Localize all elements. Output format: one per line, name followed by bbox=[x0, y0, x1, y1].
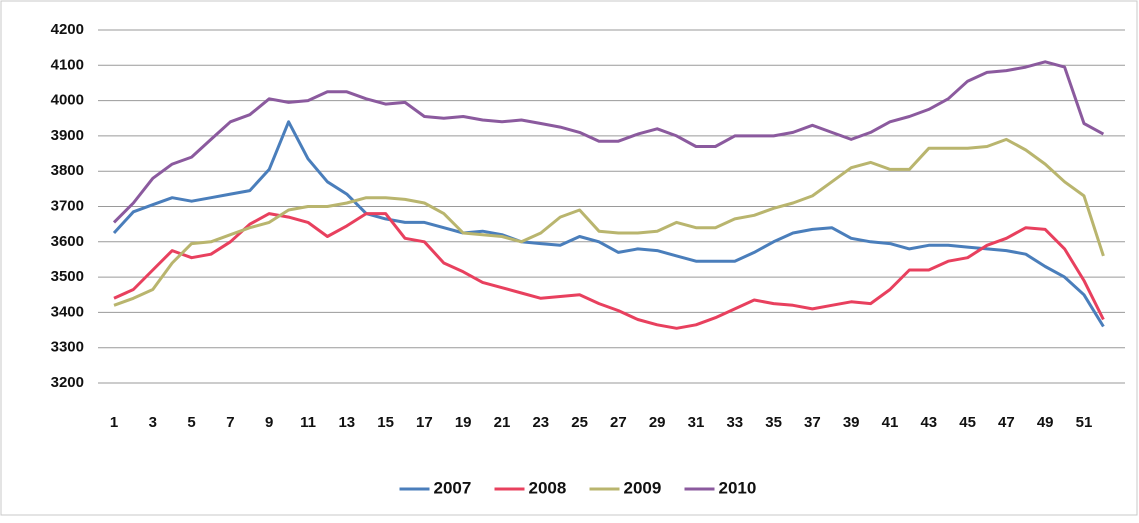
x-tick-label: 31 bbox=[688, 414, 705, 431]
x-tick-label: 25 bbox=[571, 414, 588, 431]
x-tick-label: 27 bbox=[610, 414, 627, 431]
y-tick-label: 4100 bbox=[51, 56, 84, 73]
y-tick-label: 3600 bbox=[51, 233, 84, 250]
x-tick-label: 9 bbox=[265, 414, 273, 431]
y-tick-label: 3200 bbox=[51, 374, 84, 391]
series-line bbox=[112, 120, 1105, 328]
series-line bbox=[112, 60, 1105, 224]
x-tick-label: 39 bbox=[843, 414, 860, 431]
x-tick-label: 1 bbox=[110, 414, 118, 431]
y-tick-label: 3500 bbox=[51, 268, 84, 285]
x-tick-label: 15 bbox=[377, 414, 394, 431]
y-tick-label: 3400 bbox=[51, 303, 84, 320]
x-tick-label: 7 bbox=[226, 414, 234, 431]
x-tick-label: 21 bbox=[494, 414, 511, 431]
x-tick-label: 47 bbox=[998, 414, 1015, 431]
legend-label: 2009 bbox=[624, 478, 662, 497]
series-line bbox=[113, 137, 1105, 307]
y-tick-label: 4000 bbox=[51, 92, 84, 109]
x-tick-label: 29 bbox=[649, 414, 666, 431]
x-tick-label: 33 bbox=[726, 414, 743, 431]
x-tick-label: 13 bbox=[338, 414, 355, 431]
x-tick-label: 19 bbox=[455, 414, 472, 431]
x-tick-label: 17 bbox=[416, 414, 433, 431]
y-tick-label: 3300 bbox=[51, 339, 84, 356]
y-tick-label: 3800 bbox=[51, 162, 84, 179]
legend-label: 2007 bbox=[434, 478, 472, 497]
x-tick-label: 51 bbox=[1076, 414, 1093, 431]
x-tick-label: 37 bbox=[804, 414, 821, 431]
y-tick-label: 4200 bbox=[51, 21, 84, 38]
x-tick-label: 11 bbox=[300, 414, 316, 431]
x-tick-label: 45 bbox=[959, 414, 976, 431]
x-tick-label: 3 bbox=[149, 414, 157, 431]
x-tick-label: 5 bbox=[187, 414, 195, 431]
x-tick-label: 35 bbox=[765, 414, 782, 431]
x-tick-label: 43 bbox=[920, 414, 937, 431]
legend-label: 2008 bbox=[529, 478, 567, 497]
y-tick-label: 3900 bbox=[51, 127, 84, 144]
y-tick-label: 3700 bbox=[51, 197, 84, 214]
x-tick-label: 23 bbox=[532, 414, 549, 431]
legend-label: 2010 bbox=[719, 478, 757, 497]
x-tick-label: 41 bbox=[882, 414, 899, 431]
x-tick-label: 49 bbox=[1037, 414, 1054, 431]
